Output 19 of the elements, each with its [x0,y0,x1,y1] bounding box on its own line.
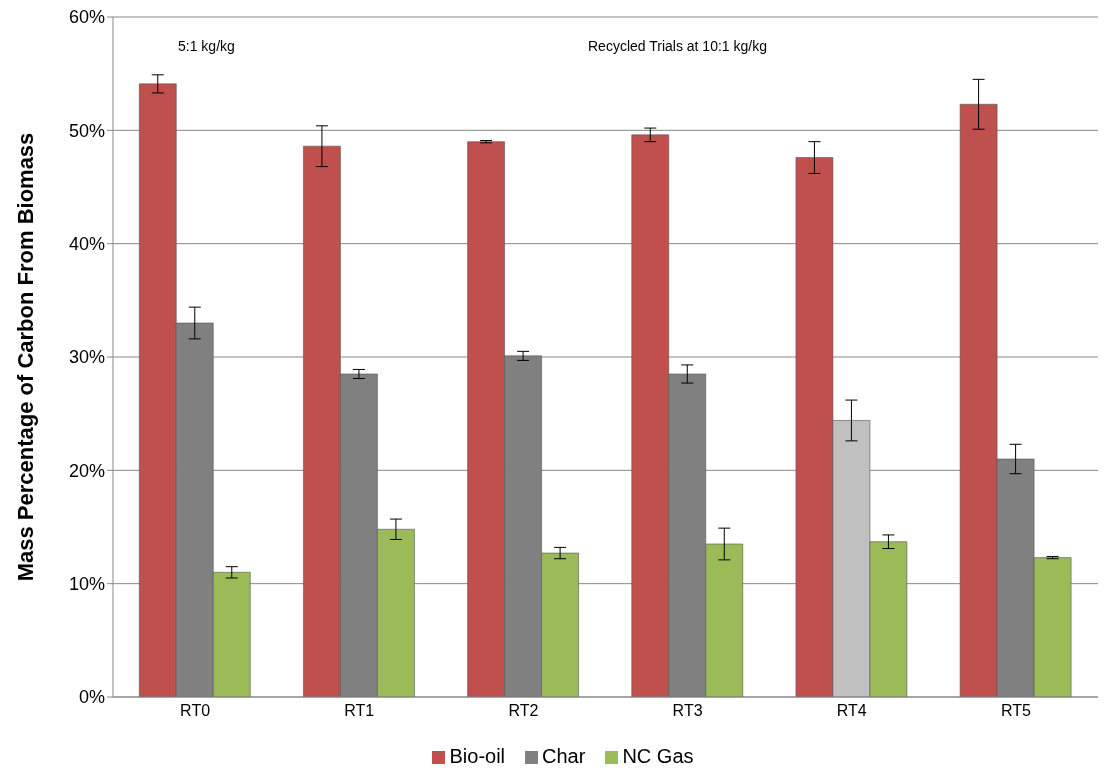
y-tick-label: 60% [68,7,105,28]
y-tick-label: 20% [68,460,105,481]
legend-label: NC Gas [622,745,694,767]
y-tick-label: 10% [68,574,105,595]
legend-label: Char [542,745,586,767]
annotation: 5:1 kg/kg [178,38,235,54]
x-tick-label: RT5 [1000,702,1031,720]
legend-label: Bio-oil [449,745,506,767]
y-tick-label: 0% [78,687,105,708]
y-tick-label: 50% [68,120,105,141]
y-tick-label: 30% [68,347,105,368]
x-tick-label: RT2 [508,702,539,720]
y-axis-title: Mass Percentage of Carbon From Biomass [12,132,38,582]
annotation: Recycled Trials at 10:1 kg/kg [588,38,767,54]
x-tick-label: RT3 [672,702,703,720]
x-tick-label: RT0 [180,702,211,720]
x-tick-label: RT4 [836,702,867,720]
x-tick-label: RT1 [344,702,375,720]
y-tick-label: 40% [68,234,105,255]
